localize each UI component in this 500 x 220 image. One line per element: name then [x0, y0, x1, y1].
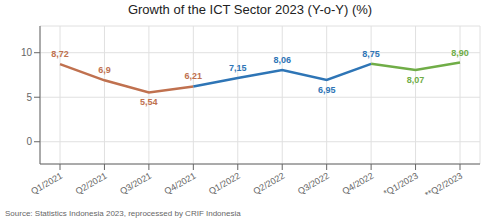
- svg-text:0: 0: [26, 136, 32, 147]
- svg-text:*Q1/2023: *Q1/2023: [382, 171, 420, 199]
- svg-text:8,75: 8,75: [362, 49, 380, 59]
- svg-text:6,21: 6,21: [185, 71, 203, 81]
- svg-text:**Q2/2023: **Q2/2023: [423, 171, 464, 200]
- svg-text:8,07: 8,07: [407, 75, 425, 85]
- svg-text:5: 5: [26, 92, 32, 103]
- svg-text:8,06: 8,06: [273, 55, 291, 65]
- svg-text:Q2/2022: Q2/2022: [252, 171, 287, 197]
- svg-text:6,95: 6,95: [318, 85, 336, 95]
- svg-text:Q3/2021: Q3/2021: [118, 171, 153, 197]
- svg-text:6,9: 6,9: [98, 65, 111, 75]
- svg-text:7,15: 7,15: [229, 63, 247, 73]
- svg-text:5,54: 5,54: [140, 97, 158, 107]
- svg-text:8,72: 8,72: [51, 49, 69, 59]
- svg-text:Q2/2021: Q2/2021: [74, 171, 109, 197]
- html-text:Growth of the ICT Sector 2023: Growth of the ICT Sector 2023 (Y-o-Y) (%…: [127, 2, 373, 17]
- svg-text:Q1/2021: Q1/2021: [29, 171, 64, 197]
- svg-text:Q4/2021: Q4/2021: [163, 171, 198, 197]
- svg-text:10: 10: [21, 47, 33, 58]
- html-text:Source: Statistics Indonesia 2: Source: Statistics Indonesia 2023, repro…: [5, 209, 241, 218]
- svg-text:8,90: 8,90: [451, 48, 469, 58]
- svg-text:Q4/2022: Q4/2022: [340, 171, 375, 197]
- svg-text:Q1/2022: Q1/2022: [207, 171, 242, 197]
- svg-text:Q3/2022: Q3/2022: [296, 171, 331, 197]
